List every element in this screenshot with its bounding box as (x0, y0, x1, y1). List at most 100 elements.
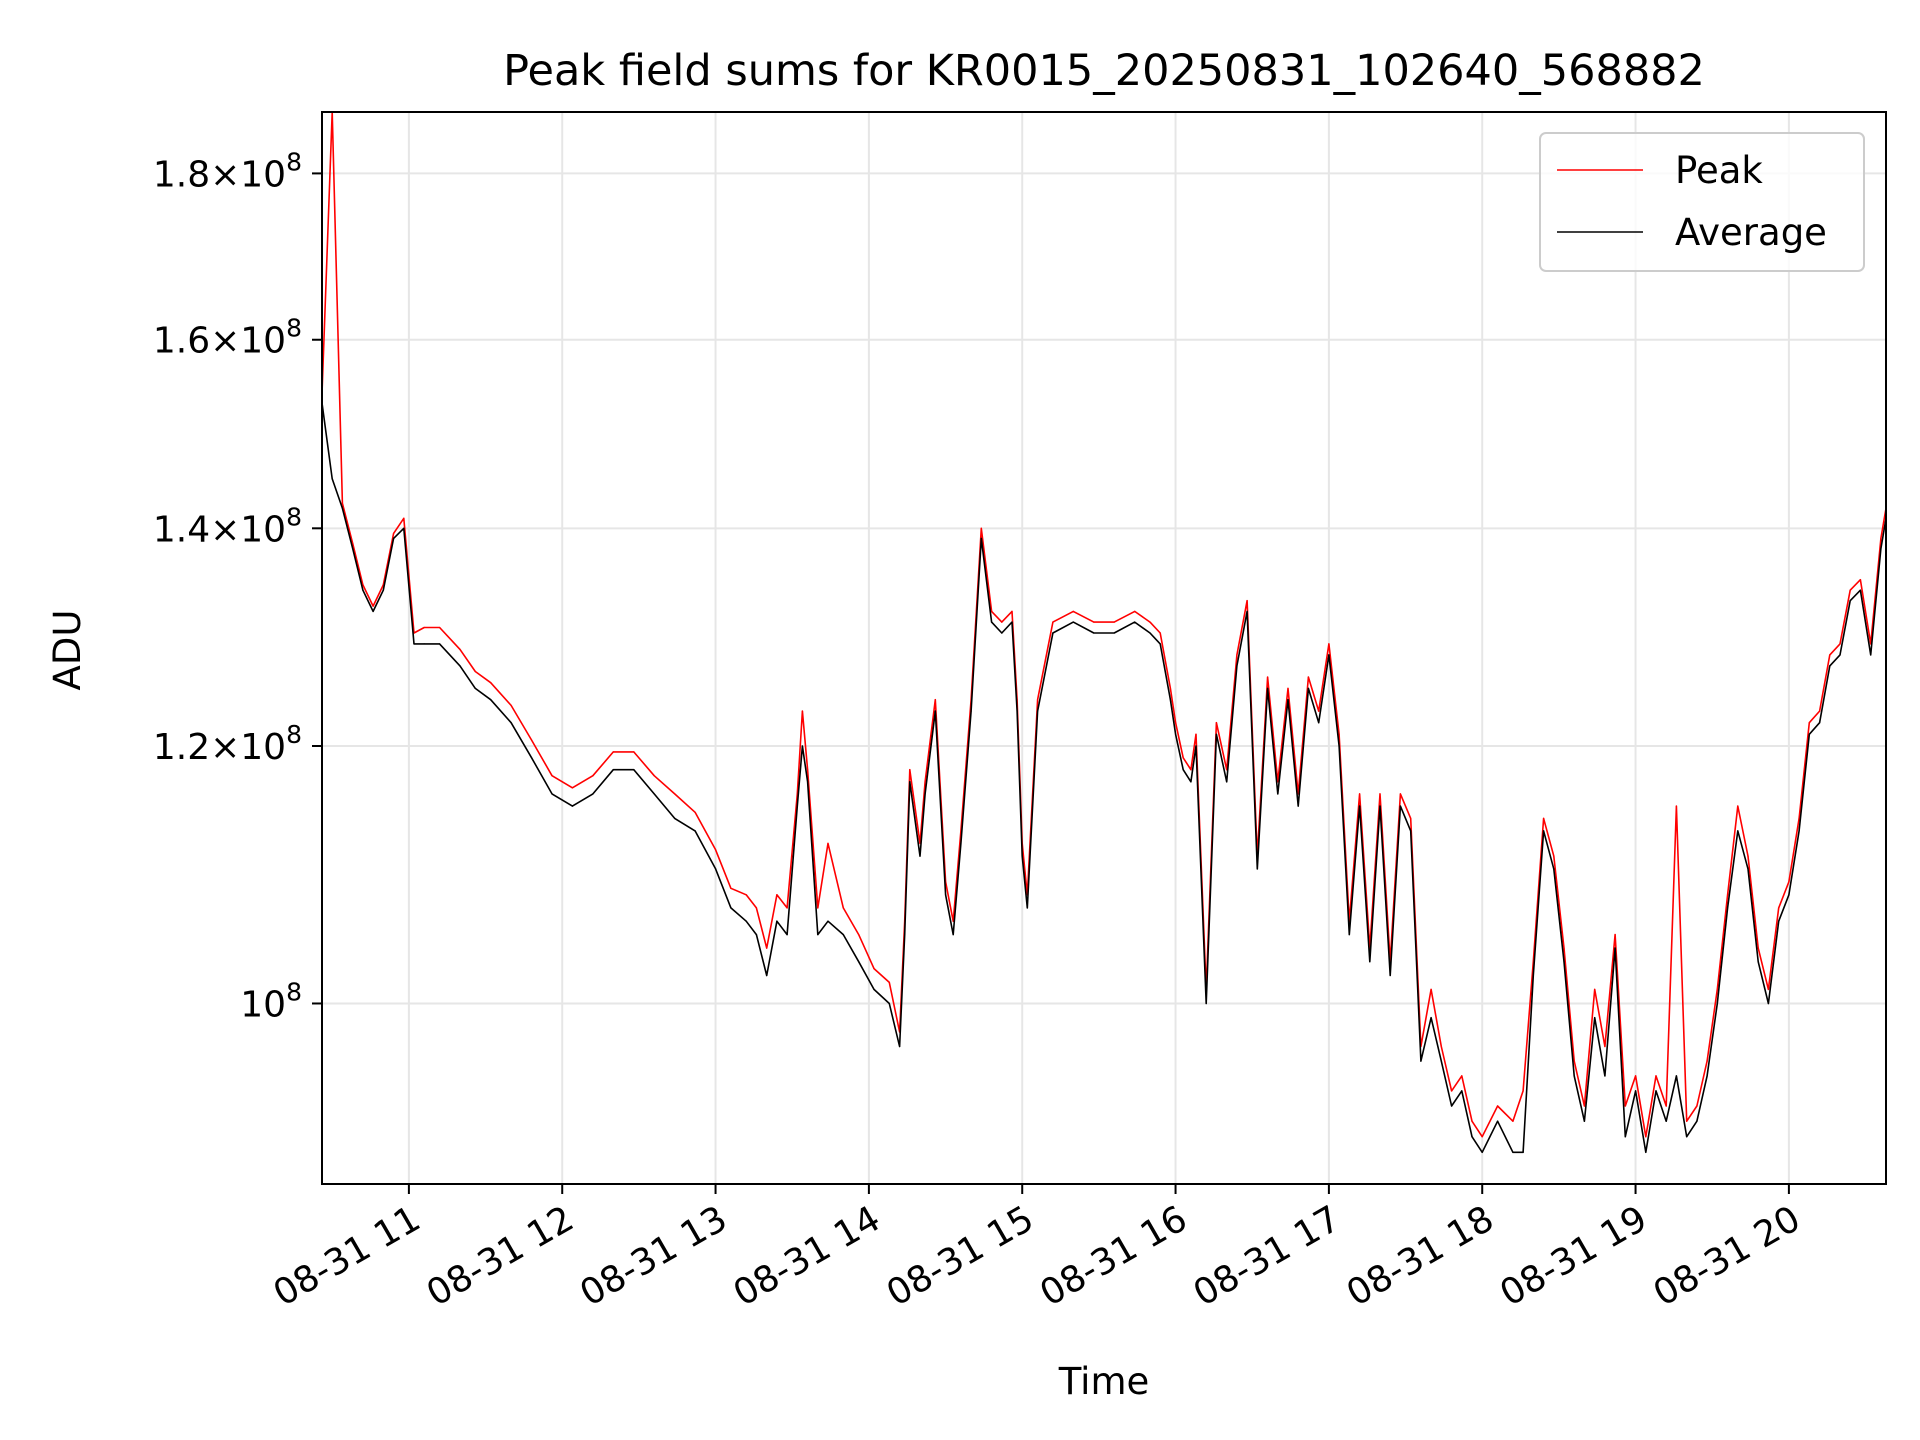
data-point-peak (1655, 1075, 1657, 1077)
data-point-peak (1497, 1105, 1499, 1107)
data-point-average (1819, 722, 1821, 724)
data-point-average (801, 745, 804, 747)
data-point-average (1849, 600, 1851, 602)
data-point-average (1182, 769, 1184, 771)
data-point-average (372, 610, 374, 613)
data-point-peak (1675, 805, 1677, 807)
data-point-peak (1267, 676, 1269, 678)
y-tick-layer: 108 1.2×108 1.4×108 1.6×108 1.8×108 (153, 147, 322, 1025)
data-point-peak (1318, 710, 1320, 712)
data-point-average (730, 907, 732, 909)
data-point-average (1113, 632, 1115, 634)
data-point-average (341, 507, 343, 509)
data-point-peak (592, 775, 594, 777)
data-point-average (766, 974, 768, 977)
data-point-average (1267, 687, 1269, 690)
data-point-peak (952, 920, 954, 922)
data-point-peak (1645, 1136, 1647, 1138)
data-point-average (1778, 920, 1780, 922)
data-point-peak (1471, 1120, 1473, 1122)
data-point-average (1727, 907, 1729, 909)
data-point-peak (1011, 610, 1013, 613)
data-point-average (1205, 1002, 1207, 1005)
data-point-average (1318, 722, 1320, 724)
data-point-average (382, 589, 384, 591)
data-point-peak (633, 751, 635, 753)
data-point-average (1399, 805, 1401, 807)
data-point-peak (1182, 757, 1184, 759)
data-point-peak (801, 710, 804, 712)
data-point-peak (439, 626, 441, 629)
data-point-average (1665, 1120, 1667, 1122)
data-point-average (960, 842, 962, 845)
data-point-peak (510, 704, 512, 707)
data-point-average (1021, 855, 1023, 857)
data-point-average (612, 769, 614, 771)
data-point-peak (934, 699, 936, 701)
data-point-average (459, 665, 461, 667)
data-point-average (1287, 699, 1289, 701)
data-point-average (919, 855, 921, 857)
data-point-average (1001, 632, 1003, 634)
data-point-peak (807, 769, 809, 771)
data-point-average (1829, 665, 1831, 667)
data-point-peak (980, 527, 982, 529)
data-point-peak (1410, 817, 1412, 820)
data-point-average (331, 478, 333, 480)
data-point-average (474, 687, 476, 690)
data-point-average (1093, 632, 1095, 634)
data-point-peak (1635, 1075, 1637, 1077)
data-point-peak (715, 849, 717, 851)
data-point-peak (730, 887, 732, 889)
data-point-average (1757, 961, 1759, 963)
grid-layer (322, 112, 1886, 1184)
data-point-average (1246, 610, 1248, 613)
data-point-peak (888, 981, 890, 984)
data-point-average (1624, 1136, 1626, 1138)
data-point-peak (490, 682, 492, 684)
data-point-average (1594, 1017, 1596, 1019)
data-point-peak (571, 787, 574, 789)
data-point-peak (1686, 1120, 1688, 1122)
data-point-peak (1512, 1120, 1514, 1122)
data-point-peak (1215, 722, 1217, 724)
data-point-average (490, 699, 492, 701)
data-point-peak (1819, 710, 1821, 712)
data-point-peak (1037, 699, 1039, 701)
data-point-average (423, 643, 425, 645)
data-point-peak (1859, 579, 1861, 581)
data-point-average (858, 961, 860, 963)
data-point-average (909, 781, 911, 783)
data-point-average (1215, 733, 1217, 735)
data-point-average (439, 643, 441, 645)
data-point-peak (858, 934, 860, 936)
legend-label-peak: Peak (1675, 149, 1763, 192)
data-point-average (1369, 961, 1371, 963)
data-point-peak (352, 542, 354, 545)
data-point-peak (341, 502, 343, 504)
data-point-peak (362, 584, 364, 586)
data-point-peak (1829, 654, 1831, 656)
data-point-peak (924, 781, 926, 783)
data-point-peak (1307, 676, 1309, 678)
data-point-average (952, 934, 954, 936)
data-point-peak (1175, 722, 1177, 724)
data-point-average (674, 817, 676, 820)
y-tick-label: 1.6×108 (153, 314, 302, 362)
data-point-average (1839, 654, 1841, 656)
data-point-peak (1246, 600, 1248, 602)
data-point-peak (1461, 1075, 1463, 1077)
y-tick-label: 1.4×108 (153, 502, 302, 550)
data-point-average (1277, 793, 1279, 795)
data-point-peak (1716, 988, 1718, 991)
data-point-average (1440, 1060, 1442, 1062)
data-point-peak (393, 532, 395, 535)
data-point-average (1195, 745, 1197, 747)
data-point-average (873, 988, 875, 991)
data-point-peak (403, 517, 405, 519)
data-point-peak (755, 907, 758, 909)
data-point-average (807, 781, 809, 783)
plot-frame (321, 111, 1887, 1185)
data-point-average (934, 710, 936, 712)
